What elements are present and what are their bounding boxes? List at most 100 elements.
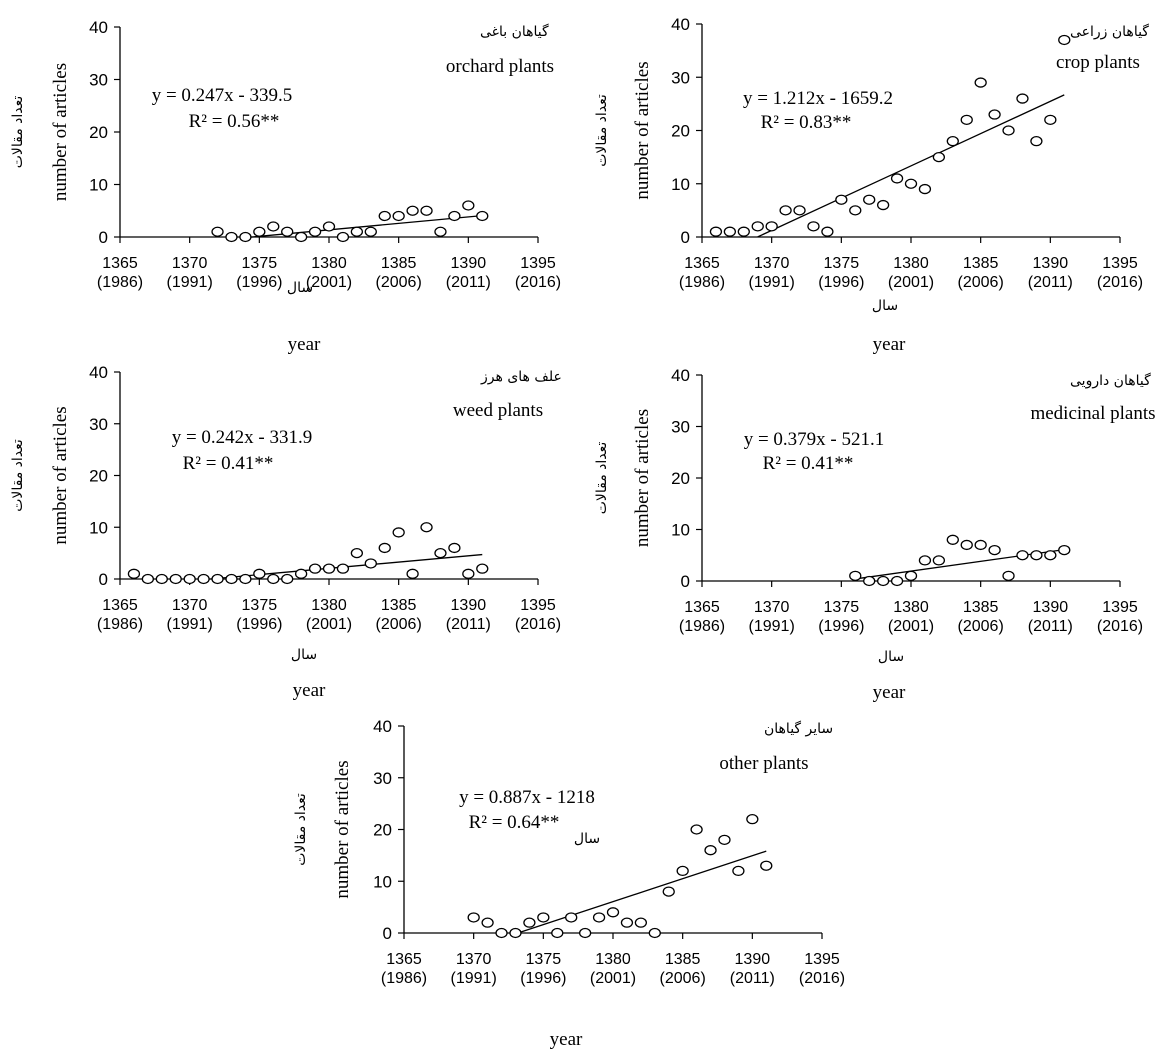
data-point <box>197 573 210 585</box>
data-point <box>211 573 224 585</box>
x-tick-sublabel: (2001) <box>590 970 636 987</box>
y-tick-label: 20 <box>373 821 392 840</box>
y-tick-label: 40 <box>671 15 690 34</box>
panel-title-persian: گیاهان زراعی <box>1070 23 1149 40</box>
data-point <box>890 173 904 184</box>
x-tick-sublabel: (1986) <box>381 970 427 987</box>
x-tick-sublabel: (1986) <box>679 274 725 291</box>
x-tick-label: 1375 <box>242 597 278 614</box>
panel-title-persian: سایر گیاهان <box>764 720 833 737</box>
data-point <box>378 210 391 222</box>
chart-panel-5: 0 10 20 30 40 1365 (1986) 1370 (1991) 1375 (1996) 1… <box>293 717 845 1050</box>
data-point <box>420 205 433 216</box>
data-point <box>746 814 759 825</box>
data-point <box>1002 570 1015 581</box>
data-point <box>932 151 946 163</box>
x-tick-sublabel: (1996) <box>818 618 864 635</box>
data-point <box>448 210 461 222</box>
x-tick-label: 1395 <box>520 255 556 272</box>
x-tick-sublabel: (2001) <box>888 274 934 291</box>
data-point <box>462 200 475 211</box>
data-point <box>253 226 266 237</box>
x-tick-label: 1365 <box>102 597 138 614</box>
x-tick-sublabel: (2001) <box>888 618 934 635</box>
chart-panel-1: 0 10 20 30 40 1365 (1986) 1370 (1991) 1375 (1996) 1… <box>10 18 561 355</box>
y-tick-label: 10 <box>671 521 690 540</box>
data-point <box>676 865 689 877</box>
panel-title: medicinal plants <box>1030 403 1155 424</box>
r-squared-label: R² = 0.41** <box>763 453 854 474</box>
data-point <box>294 231 308 243</box>
y-tick-label: 0 <box>99 228 108 247</box>
chart-panel-2: 0 10 20 30 40 1365 (1986) 1370 (1991) 1375 (1996) 1… <box>594 15 1149 355</box>
data-point <box>807 221 820 232</box>
data-point <box>863 194 876 205</box>
data-point <box>578 927 592 939</box>
y-tick-label: 0 <box>681 228 690 247</box>
y-tick-label: 30 <box>89 71 108 90</box>
y-axis-label: number of articles <box>332 760 353 898</box>
trend-line <box>518 850 767 934</box>
data-point <box>476 563 489 574</box>
data-point <box>253 568 266 579</box>
data-point <box>946 135 959 147</box>
y-tick-label: 10 <box>373 872 392 891</box>
y-tick-label: 0 <box>681 572 690 591</box>
y-tick-label: 30 <box>671 418 690 437</box>
regression-equation: y = 1.212x - 1659.2 <box>743 88 893 109</box>
y-axis-label: number of articles <box>50 406 71 544</box>
x-tick-label: 1375 <box>824 255 860 272</box>
data-point <box>1030 550 1043 561</box>
data-point <box>662 886 675 897</box>
y-tick-label: 40 <box>89 18 108 37</box>
data-point <box>648 927 661 939</box>
data-point <box>932 555 946 566</box>
x-tick-sublabel: (1996) <box>818 274 864 291</box>
x-axis-label: year <box>873 334 906 355</box>
data-point <box>890 575 904 587</box>
x-tick-sublabel: (2016) <box>799 970 845 987</box>
data-point <box>420 522 433 533</box>
data-point <box>434 226 447 237</box>
y-axis-label: number of articles <box>50 63 71 201</box>
data-point <box>974 539 987 551</box>
x-axis-label-persian: سال <box>878 649 904 665</box>
y-tick-label: 30 <box>373 769 392 788</box>
x-tick-sublabel: (1991) <box>167 616 213 633</box>
x-tick-label: 1375 <box>526 951 562 968</box>
y-axis-label-persian: تعداد مقالات <box>594 94 610 167</box>
panel-title-persian: علف های هرز <box>480 369 562 385</box>
x-axis-label: year <box>873 682 906 703</box>
x-tick-sublabel: (2011) <box>1028 618 1073 635</box>
chart-panel-3: 0 10 20 30 40 1365 (1986) 1370 (1991) 1375 (1996) 1… <box>10 363 562 701</box>
data-point <box>551 927 564 939</box>
data-point <box>732 865 745 877</box>
y-axis-label-persian: تعداد مقالات <box>10 96 26 169</box>
x-tick-sublabel: (1991) <box>749 618 795 635</box>
data-point <box>988 109 1001 120</box>
x-tick-label: 1380 <box>311 597 347 614</box>
data-point <box>863 575 876 587</box>
y-tick-label: 30 <box>89 415 108 434</box>
data-point <box>183 573 196 585</box>
data-point <box>918 555 932 566</box>
x-axis-label-persian: سال <box>291 647 317 663</box>
data-point <box>476 210 489 222</box>
data-point <box>634 917 648 928</box>
data-point <box>322 221 336 232</box>
y-axis-label-persian: تعداد مقالات <box>10 439 26 512</box>
data-point <box>239 231 252 243</box>
x-tick-label: 1395 <box>1102 599 1138 616</box>
trend-line <box>757 94 1065 238</box>
data-point <box>141 573 155 585</box>
regression-equation: y = 0.247x - 339.5 <box>152 85 293 106</box>
data-point <box>364 558 377 569</box>
x-tick-label: 1385 <box>665 951 701 968</box>
x-tick-sublabel: (2006) <box>958 274 1004 291</box>
y-tick-label: 40 <box>373 717 392 736</box>
y-axis-label-persian: تعداد مقالات <box>594 442 610 515</box>
panel-title: orchard plants <box>446 56 554 77</box>
trend-line <box>245 214 483 239</box>
